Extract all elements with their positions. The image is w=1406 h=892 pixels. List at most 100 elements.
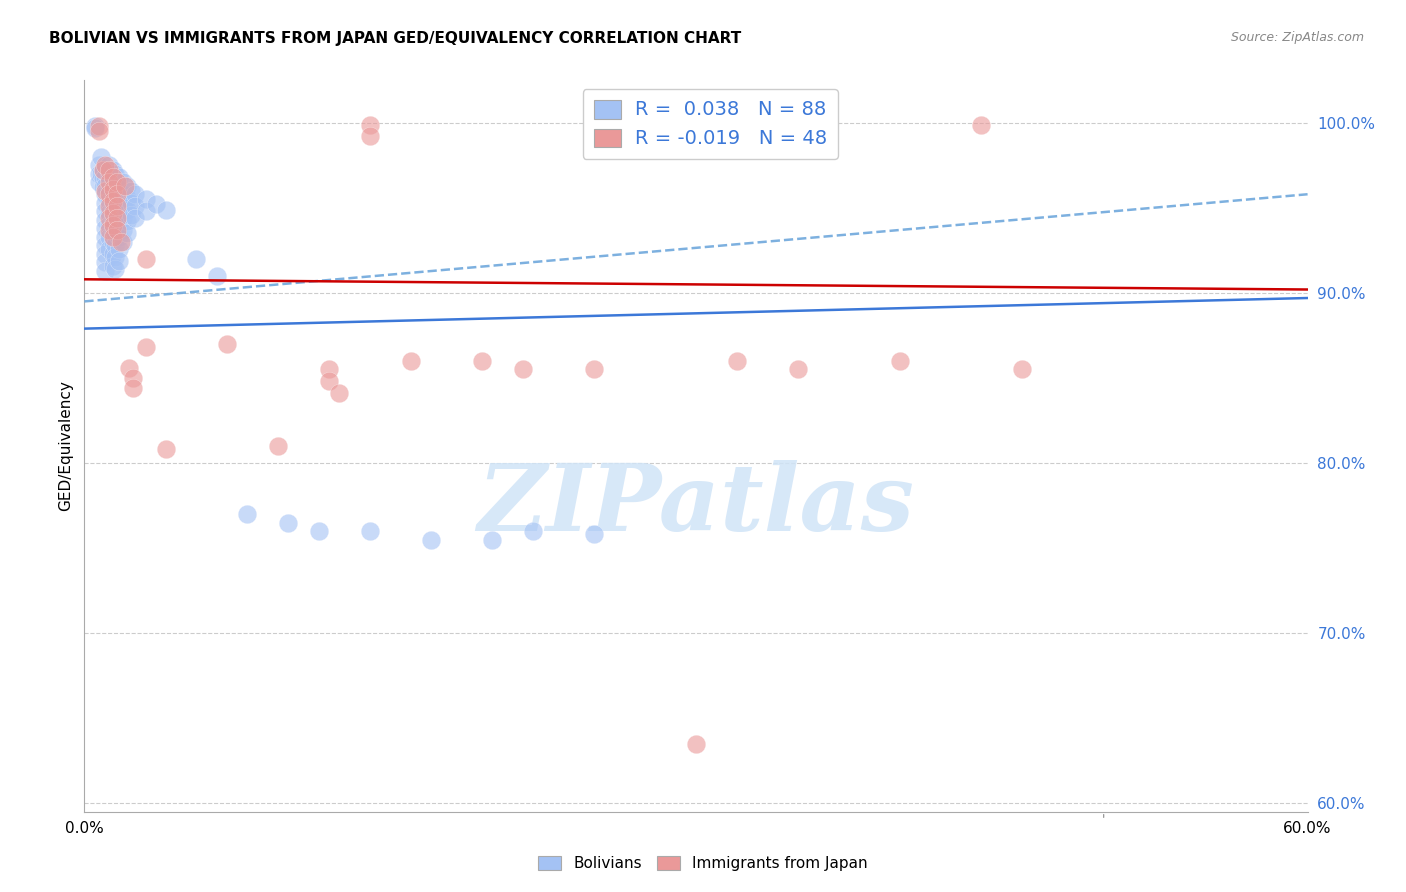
Point [97,182,120,196]
Point [889,354,911,368]
Point [267,439,290,453]
Point [359,129,381,144]
Point [481,533,503,547]
Point [124,199,146,213]
Point [93,204,115,219]
Point [108,242,131,256]
Point [135,252,157,266]
Point [87,175,110,189]
Point [101,170,124,185]
Point [93,212,115,227]
Point [399,354,422,368]
Point [101,229,124,244]
Point [105,187,128,202]
Legend: Bolivians, Immigrants from Japan: Bolivians, Immigrants from Japan [531,850,875,877]
Point [115,178,138,193]
Point [104,262,127,277]
Point [101,206,124,220]
Point [318,375,340,389]
Point [108,253,131,268]
Point [91,180,114,194]
Point [87,158,110,172]
Point [112,175,135,189]
Point [97,170,120,185]
Point [108,170,131,185]
Point [91,172,114,186]
Point [112,223,135,237]
Point [93,187,115,202]
Point [115,214,138,228]
Point [97,223,120,237]
Text: Source: ZipAtlas.com: Source: ZipAtlas.com [1230,31,1364,45]
Point [108,206,131,220]
Y-axis label: GED/Equivalency: GED/Equivalency [58,381,73,511]
Point [122,371,145,385]
Point [236,507,259,521]
Point [101,259,124,273]
Point [101,163,124,178]
Point [104,250,127,264]
Point [93,229,115,244]
Point [97,194,120,208]
Point [93,184,115,198]
Point [93,238,115,252]
Point [112,199,135,213]
Point [83,119,105,133]
Point [359,118,381,132]
Point [105,211,128,225]
Point [104,167,127,181]
Point [112,235,135,249]
Point [91,163,114,178]
Point [145,197,167,211]
Point [583,362,606,376]
Point [104,178,127,193]
Point [93,255,115,269]
Point [115,191,138,205]
Point [97,206,120,220]
Point [104,238,127,252]
Point [471,354,494,368]
Point [725,354,748,368]
Point [114,178,136,193]
Point [104,214,127,228]
Point [205,268,228,283]
Point [359,524,381,538]
Point [328,386,350,401]
Point [101,247,124,261]
Point [135,204,157,219]
Point [101,218,124,232]
Point [101,175,124,189]
Point [93,264,115,278]
Point [120,208,142,222]
Point [124,211,146,225]
Point [101,194,124,208]
Point [155,442,177,457]
Point [93,195,115,210]
Point [277,516,299,530]
Point [97,242,120,256]
Point [101,211,124,225]
Point [93,178,115,193]
Legend: R =  0.038   N = 88, R = -0.019   N = 48: R = 0.038 N = 88, R = -0.019 N = 48 [582,89,838,159]
Point [87,119,110,133]
Point [97,175,120,189]
Point [104,202,127,217]
Point [105,223,128,237]
Point [122,381,145,395]
Point [110,235,132,249]
Point [108,194,131,208]
Point [186,252,208,266]
Point [101,235,124,249]
Point [108,182,131,196]
Point [97,163,120,178]
Point [97,158,120,172]
Point [135,340,157,354]
Point [97,187,120,202]
Point [115,202,138,217]
Point [97,229,120,244]
Point [512,362,534,376]
Point [685,737,707,751]
Point [101,187,124,202]
Point [115,227,138,241]
Point [420,533,443,547]
